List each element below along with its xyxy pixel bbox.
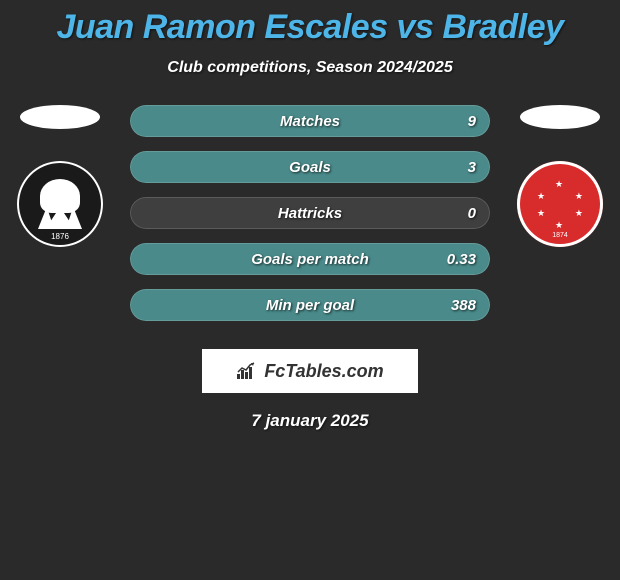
stat-label: Hattricks xyxy=(278,205,342,222)
stat-row: Matches 9 xyxy=(130,105,490,137)
stat-row: Min per goal 388 xyxy=(130,289,490,321)
subtitle: Club competitions, Season 2024/2025 xyxy=(0,59,620,77)
stat-value-right: 9 xyxy=(468,113,476,130)
left-side: 1876 xyxy=(10,105,110,247)
stat-row: Goals 3 xyxy=(130,151,490,183)
stats-column: Matches 9 Goals 3 Hattricks 0 Goals per match 0… xyxy=(110,105,510,335)
stat-row: Goals per match 0.33 xyxy=(130,243,490,275)
stat-label: Goals per match xyxy=(251,251,369,268)
stat-row: Hattricks 0 xyxy=(130,197,490,229)
stat-label: Matches xyxy=(280,113,340,130)
stat-value-right: 388 xyxy=(451,297,476,314)
stat-label: Min per goal xyxy=(266,297,354,314)
left-club-year: 1876 xyxy=(17,232,103,241)
hamilton-icon: ★ ★ ★ ★ ★ ★ xyxy=(533,177,587,231)
stat-value-right: 3 xyxy=(468,159,476,176)
right-side: ★ ★ ★ ★ ★ ★ 1874 xyxy=(510,105,610,247)
date-label: 7 january 2025 xyxy=(0,411,620,431)
brand-text: FcTables.com xyxy=(264,361,383,382)
content-row: 1876 Matches 9 Goals 3 Hattricks 0 Goals per m… xyxy=(0,105,620,335)
page-title: Juan Ramon Escales vs Bradley xyxy=(0,0,620,47)
stat-value-right: 0.33 xyxy=(447,251,476,268)
chart-icon xyxy=(236,362,258,380)
right-club-badge-icon: ★ ★ ★ ★ ★ ★ 1874 xyxy=(517,161,603,247)
left-club-badge-icon: 1876 xyxy=(17,161,103,247)
stat-label: Goals xyxy=(289,159,331,176)
right-club-year: 1874 xyxy=(517,232,603,239)
right-country-flag-icon xyxy=(520,105,600,129)
left-country-flag-icon xyxy=(20,105,100,129)
brand-logo: FcTables.com xyxy=(202,349,418,393)
thistle-icon xyxy=(38,179,82,229)
stat-value-right: 0 xyxy=(468,205,476,222)
